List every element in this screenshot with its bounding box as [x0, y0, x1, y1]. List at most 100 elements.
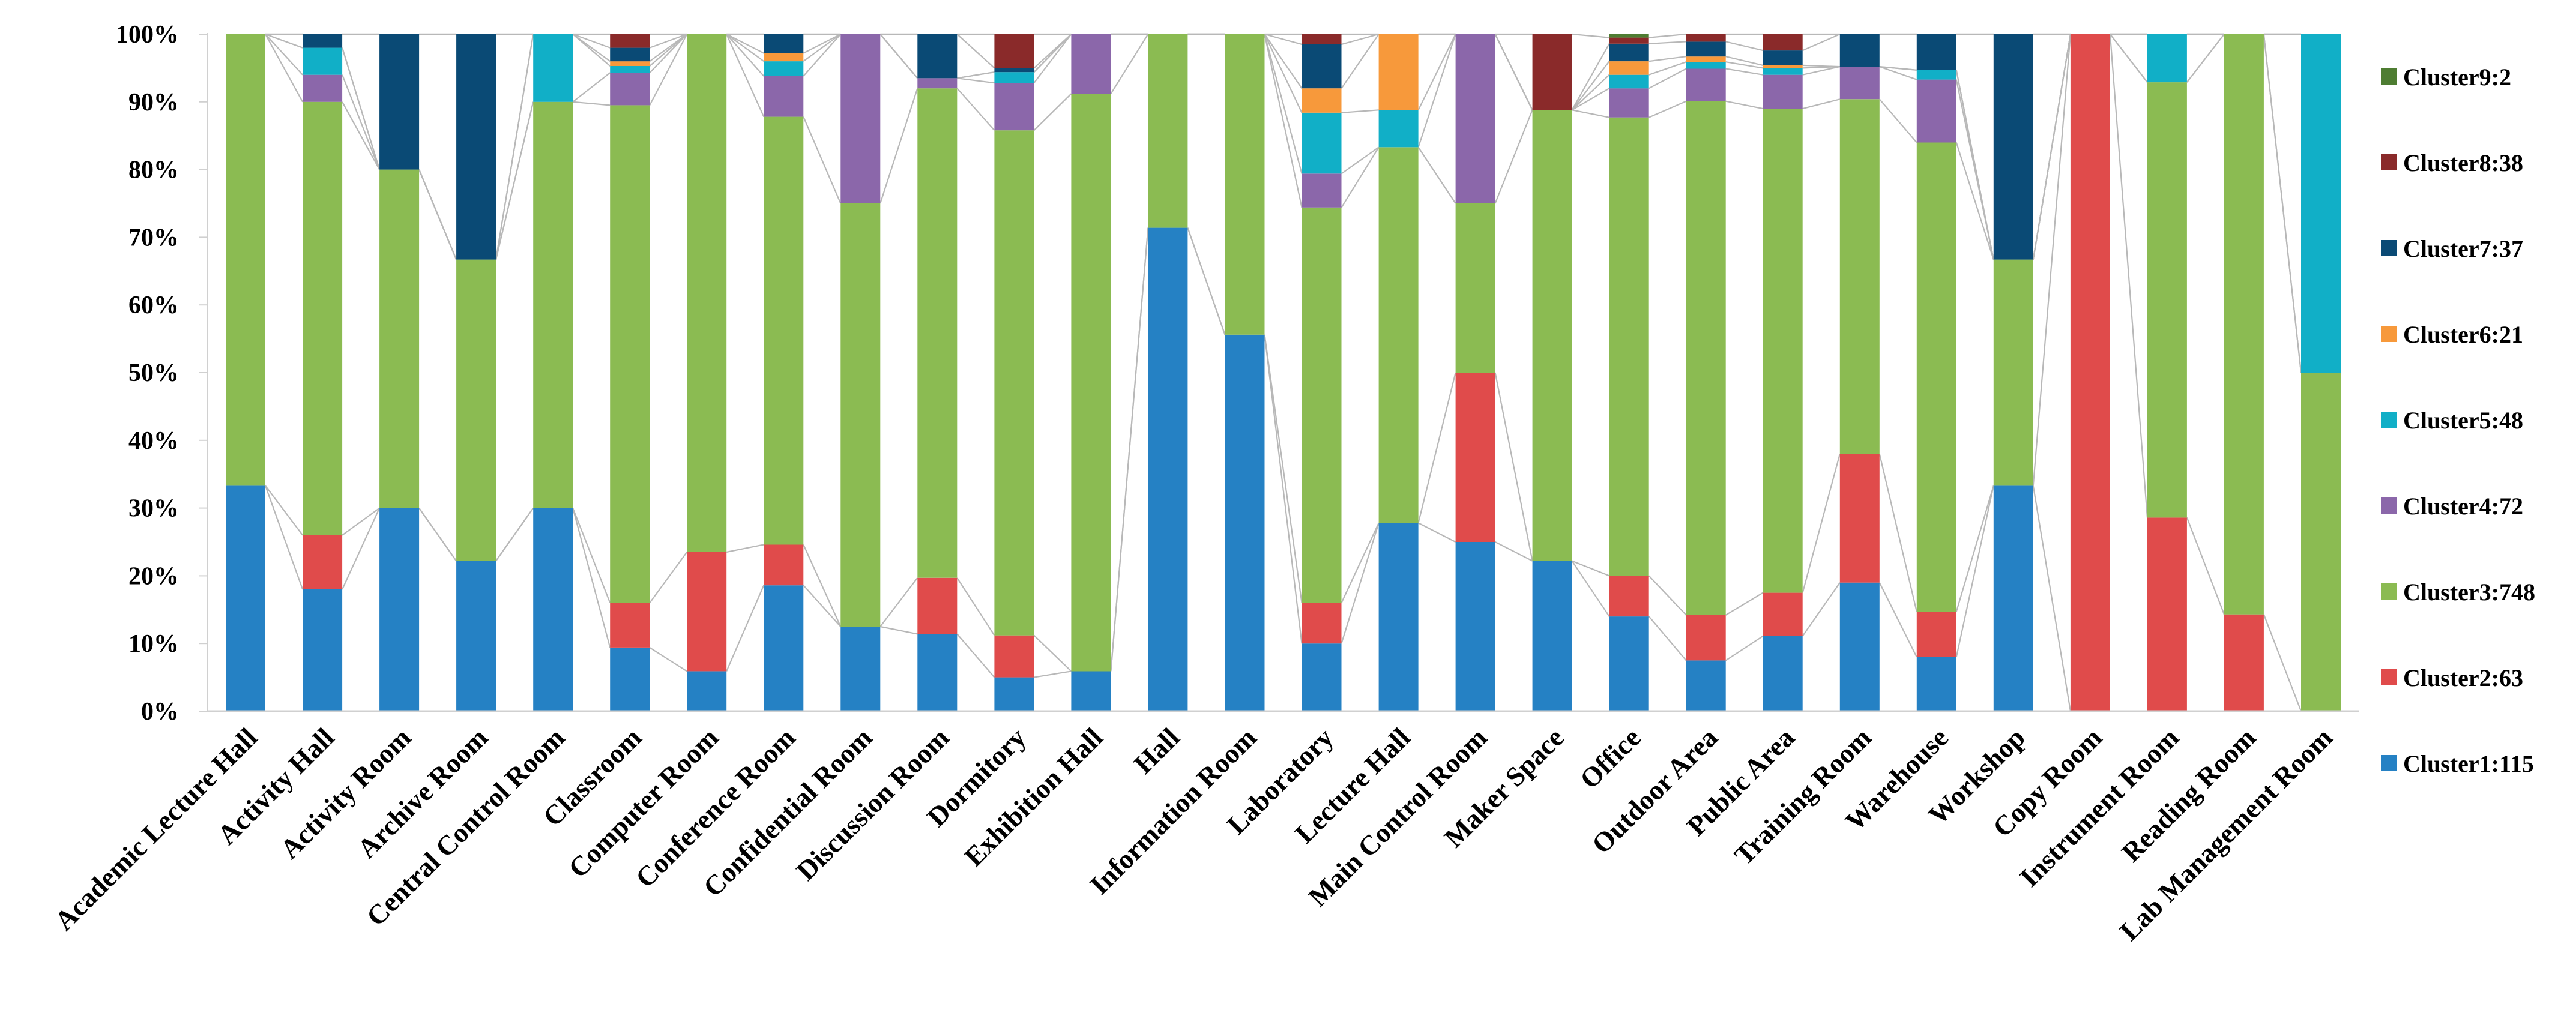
connector-line [1725, 635, 1764, 661]
bar-segment [610, 73, 650, 106]
connector-line [2186, 517, 2225, 615]
connector-line [803, 34, 842, 77]
x-tick-label: Reading Room [2116, 722, 2261, 868]
connector-line [726, 34, 764, 62]
connector-line [2263, 34, 2302, 373]
bar-segment [1993, 259, 2033, 486]
connector-line [803, 34, 841, 54]
bar-segment [610, 603, 650, 648]
connector-line [572, 508, 611, 603]
bar-segment [1302, 643, 1342, 711]
bar-segment [994, 83, 1034, 131]
bar-segment [1071, 94, 1111, 672]
bar-segment [1993, 34, 2033, 260]
connector-line [264, 485, 304, 590]
legend-label: Cluster2:63 [2403, 664, 2523, 691]
bar-segment [610, 47, 650, 62]
bar-segment [1609, 43, 1649, 62]
bar-segment [2147, 82, 2187, 518]
bar-segment [456, 259, 496, 561]
y-tick-label: 60% [128, 292, 179, 319]
bar-segment [764, 61, 804, 76]
y-tick-label: 90% [128, 89, 179, 116]
connector-line [1571, 74, 1610, 111]
connector-line [1648, 33, 1686, 38]
connector-line [265, 33, 303, 49]
connector-line [1110, 227, 1149, 672]
connector-line [265, 34, 303, 76]
connector-line [957, 71, 995, 79]
connector-line [1648, 100, 1687, 118]
connector-line [1264, 34, 1303, 113]
y-tick-label: 0% [141, 698, 179, 726]
bar-segment [2224, 34, 2264, 615]
bar-segment [2224, 614, 2264, 711]
connector-line [1264, 34, 1303, 89]
bar-segment [764, 585, 804, 711]
connector-line [2032, 34, 2071, 486]
bar-segment [1455, 542, 1495, 711]
bar-segment [687, 552, 727, 672]
x-tick-label: Exhibition Hall [958, 722, 1108, 872]
bar-segment [1148, 227, 1188, 712]
connector-line [803, 116, 842, 204]
legend-swatch [2381, 154, 2397, 170]
bar-segment [533, 508, 573, 711]
bar-segment [994, 130, 1034, 636]
connector-line [342, 101, 381, 170]
connector-line [1802, 33, 1841, 52]
bar-segment [1455, 34, 1495, 203]
connector-line [1725, 100, 1763, 110]
connector-line [1495, 541, 1533, 562]
bar-segment [1455, 373, 1495, 542]
legend-label: Cluster5:48 [2403, 407, 2523, 434]
bar-segment [303, 74, 343, 102]
connector-line [1264, 334, 1303, 603]
connector-line [1802, 64, 1840, 68]
bar-segment [1609, 576, 1649, 617]
connector-line [1648, 616, 1687, 661]
connector-line [572, 508, 611, 648]
bar-segment [1378, 523, 1419, 711]
y-tick-label: 10% [128, 630, 179, 658]
bar-segment [1532, 110, 1572, 561]
bar-segment [917, 88, 958, 578]
connector-line [1418, 522, 1456, 543]
bar-segment [1993, 485, 2033, 711]
bar-segment [994, 72, 1034, 83]
connector-line [1571, 560, 1610, 617]
bar-segment [1302, 207, 1342, 603]
connector-line [495, 507, 534, 562]
y-tick-label: 50% [128, 359, 179, 387]
bar-segment [1609, 61, 1649, 75]
connector-line [2032, 34, 2071, 260]
bar-segment [840, 627, 881, 711]
connector-line [2263, 614, 2302, 712]
legend-swatch [2381, 326, 2397, 342]
connector-line [1264, 334, 1303, 644]
connector-line [1648, 41, 1686, 44]
legend-swatch [2381, 755, 2397, 771]
connector-line [803, 585, 842, 627]
y-tick-label: 100% [116, 21, 179, 49]
legend-label: Cluster4:72 [2403, 493, 2523, 520]
connector-line [879, 88, 918, 204]
bar-segment [1839, 454, 1880, 583]
bar-segment [687, 671, 727, 711]
bar-segment [1763, 74, 1803, 109]
connector-line [2032, 485, 2071, 712]
bar-segment [1302, 88, 1342, 113]
connector-line [572, 34, 611, 62]
bar-segment [456, 34, 496, 260]
bar-segment [1839, 582, 1880, 711]
bar-segment [379, 169, 420, 508]
connector-line [572, 33, 611, 49]
connector-line [1572, 109, 1609, 118]
bar-segment [1378, 147, 1419, 523]
bar-segment [226, 34, 265, 486]
bar-segment [1763, 68, 1803, 75]
legend-swatch [2381, 583, 2397, 600]
connector-line [1725, 41, 1763, 52]
connector-line [1802, 582, 1841, 637]
connector-line [726, 34, 764, 54]
